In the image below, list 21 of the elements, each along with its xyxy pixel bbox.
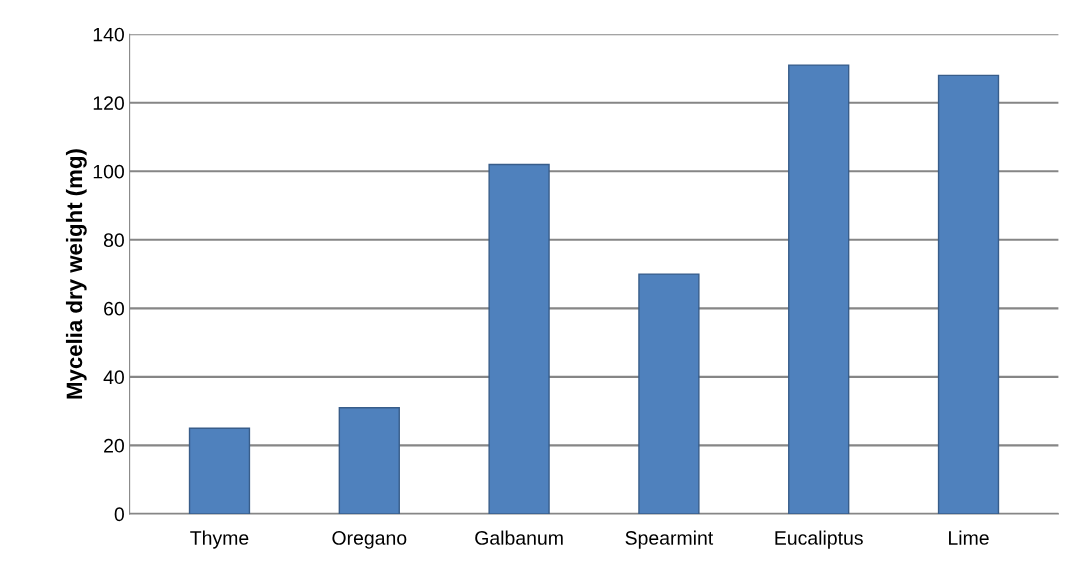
x-tick-label: Eucaliptus: [775, 530, 863, 549]
x-tick-label: Thyme: [190, 530, 249, 549]
y-axis-title: Mycelia dry weight (mg): [65, 149, 87, 399]
x-tick-label: Galbanum: [475, 530, 563, 545]
y-tick-label: 100: [93, 164, 124, 179]
y-tick-label: 140: [93, 27, 124, 42]
y-tick-label: 40: [103, 370, 124, 385]
bar: [338, 406, 400, 514]
bar: [188, 427, 251, 514]
bar: [788, 64, 850, 514]
y-tick-label: 120: [93, 96, 124, 111]
bar: [937, 74, 1000, 514]
bar: [638, 273, 700, 514]
bar: [488, 163, 550, 514]
y-tick-label: 80: [103, 233, 124, 248]
y-tick-label: 60: [104, 301, 124, 316]
x-tick-label: Oregano: [332, 531, 407, 549]
y-tick-label: 0: [114, 507, 124, 522]
x-tick-label: Lime: [949, 530, 989, 545]
x-tick-label: Spearmint: [625, 530, 714, 549]
y-tick-label: 20: [104, 438, 124, 453]
